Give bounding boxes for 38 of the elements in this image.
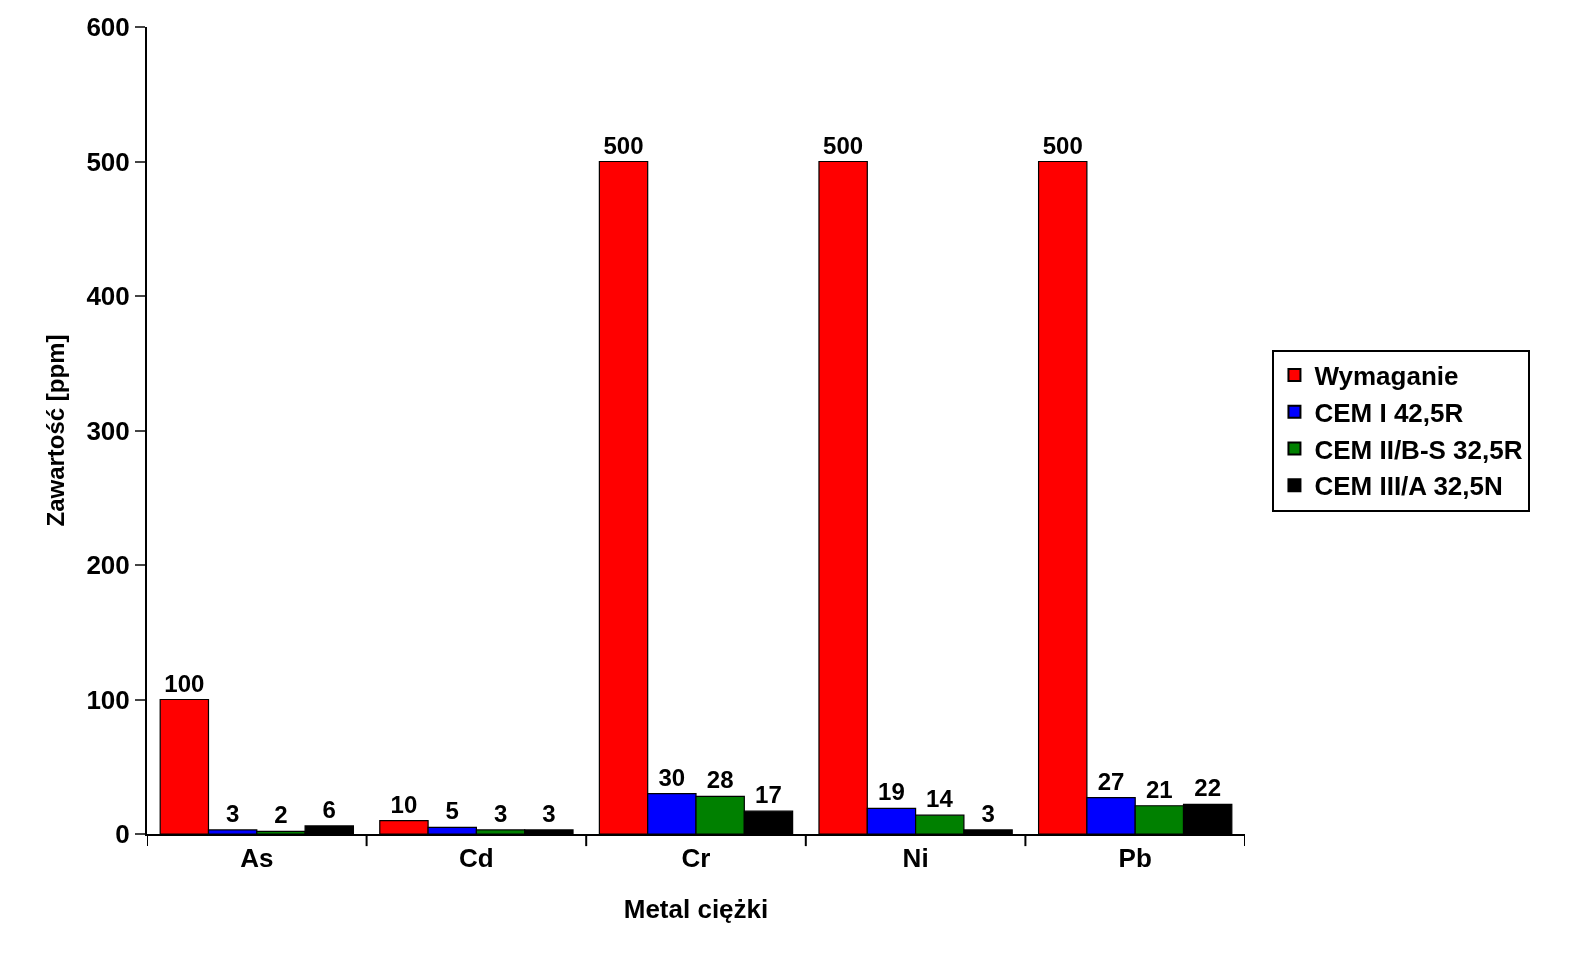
data-label: 2 bbox=[274, 801, 288, 829]
data-label: 3 bbox=[542, 799, 556, 827]
y-tick-label: 400 bbox=[86, 281, 130, 312]
data-label: 100 bbox=[164, 669, 205, 697]
y-tick-label: 600 bbox=[86, 12, 130, 43]
data-label: 6 bbox=[322, 795, 336, 823]
data-label: 3 bbox=[493, 799, 508, 827]
data-label: 27 bbox=[1097, 767, 1125, 795]
x-axis-title: Metal ciężki bbox=[623, 894, 769, 925]
data-label: 500 bbox=[1042, 131, 1083, 159]
data-label: 5 bbox=[445, 797, 459, 825]
data-label: 30 bbox=[658, 763, 686, 791]
y-tick-label: 100 bbox=[86, 684, 130, 715]
y-tick-label: 0 bbox=[115, 819, 130, 850]
data-label: 500 bbox=[823, 131, 864, 159]
legend-label: CEM I 42,5R bbox=[1314, 397, 1464, 428]
y-tick-label: 500 bbox=[86, 146, 130, 177]
data-label: 500 bbox=[603, 131, 644, 159]
y-tick-label: 200 bbox=[86, 550, 130, 581]
x-tick-label: Cr bbox=[681, 843, 711, 874]
data-label: 21 bbox=[1146, 775, 1173, 803]
data-label: 3 bbox=[981, 799, 995, 827]
data-label: 10 bbox=[390, 790, 418, 818]
data-label: 14 bbox=[926, 785, 954, 813]
y-axis-title: Zawartość [ppm] bbox=[42, 334, 70, 527]
x-tick-label: As bbox=[240, 843, 274, 874]
data-label: 3 bbox=[225, 799, 240, 827]
y-tick-label: 300 bbox=[86, 415, 130, 446]
data-label: 17 bbox=[755, 781, 782, 809]
data-label: 28 bbox=[706, 766, 734, 794]
x-tick-label: Ni bbox=[902, 843, 929, 874]
legend-label: CEM II/B-S 32,5R bbox=[1314, 434, 1523, 465]
legend-label: Wymaganie bbox=[1314, 361, 1459, 392]
legend-label: CEM III/A 32,5N bbox=[1314, 471, 1503, 502]
data-label: 22 bbox=[1194, 774, 1222, 802]
x-tick-label: Cd bbox=[459, 843, 494, 874]
data-label: 19 bbox=[878, 778, 905, 806]
x-tick-label: Pb bbox=[1118, 843, 1152, 874]
